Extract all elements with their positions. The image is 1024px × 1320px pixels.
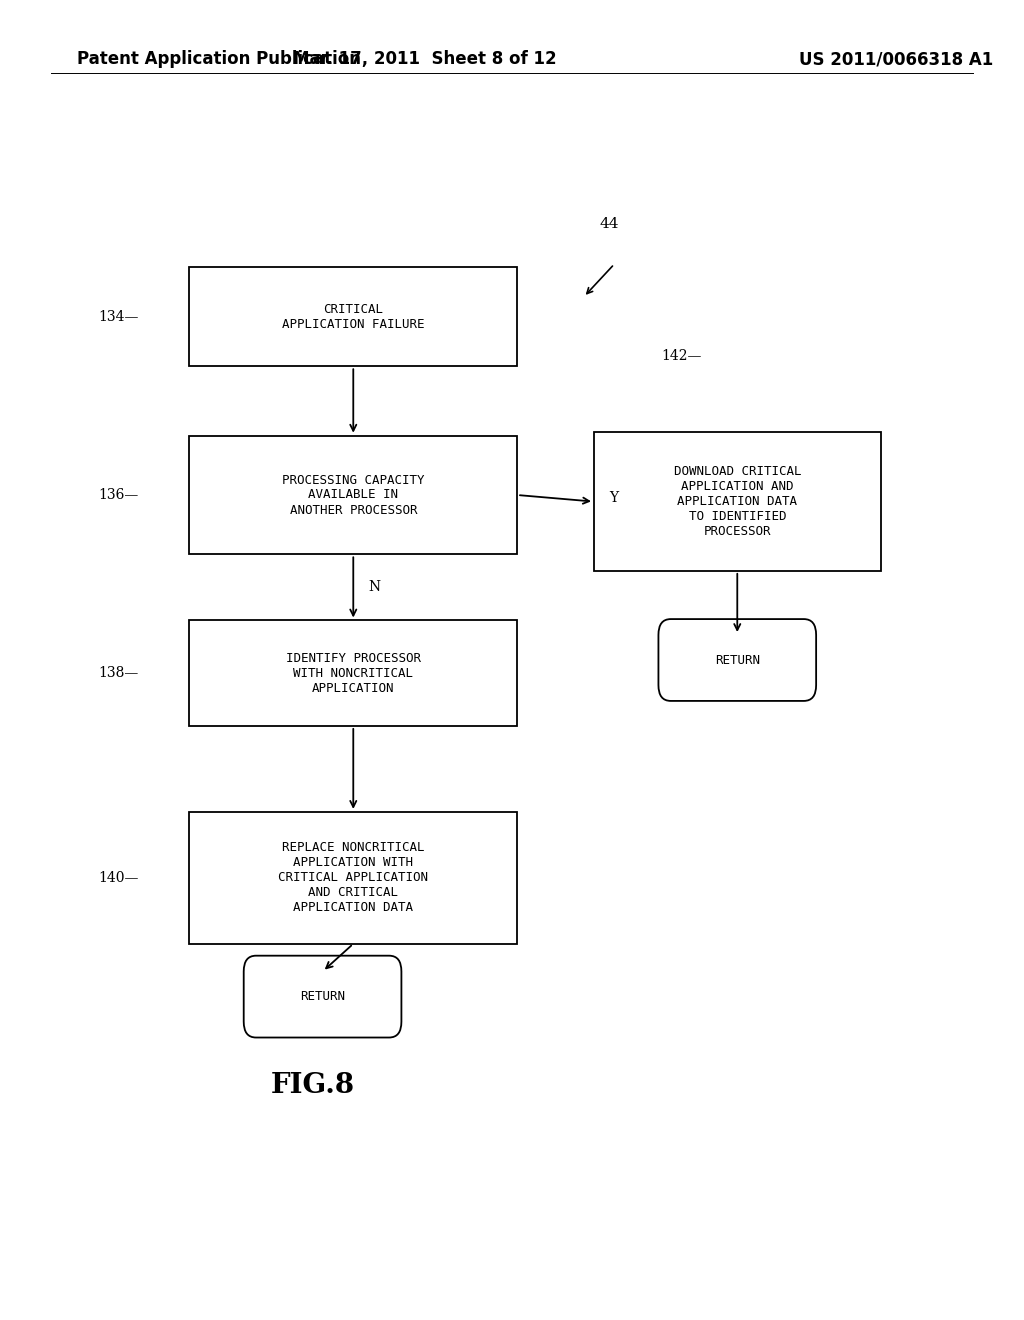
- Bar: [189, 267, 517, 366]
- Text: IDENTIFY PROCESSOR
WITH NONCRITICAL
APPLICATION: IDENTIFY PROCESSOR WITH NONCRITICAL APPL…: [286, 652, 421, 694]
- Text: CRITICAL
APPLICATION FAILURE: CRITICAL APPLICATION FAILURE: [282, 302, 425, 331]
- FancyBboxPatch shape: [658, 619, 816, 701]
- Text: 142—: 142—: [662, 350, 701, 363]
- Bar: [189, 620, 517, 726]
- Text: Patent Application Publication: Patent Application Publication: [77, 50, 360, 69]
- Text: 44: 44: [599, 216, 620, 231]
- Text: 136—: 136—: [98, 488, 138, 502]
- Bar: [189, 812, 517, 944]
- Text: RETURN: RETURN: [715, 653, 760, 667]
- Text: Y: Y: [609, 491, 618, 506]
- Text: 138—: 138—: [98, 667, 138, 680]
- Text: 140—: 140—: [98, 871, 138, 884]
- Text: RETURN: RETURN: [300, 990, 345, 1003]
- Text: DOWNLOAD CRITICAL
APPLICATION AND
APPLICATION DATA
TO IDENTIFIED
PROCESSOR: DOWNLOAD CRITICAL APPLICATION AND APPLIC…: [674, 465, 801, 539]
- Text: FIG.8: FIG.8: [270, 1072, 354, 1098]
- FancyBboxPatch shape: [244, 956, 401, 1038]
- Text: N: N: [369, 581, 381, 594]
- Bar: [189, 436, 517, 554]
- Text: PROCESSING CAPACITY
AVAILABLE IN
ANOTHER PROCESSOR: PROCESSING CAPACITY AVAILABLE IN ANOTHER…: [282, 474, 425, 516]
- Text: US 2011/0066318 A1: US 2011/0066318 A1: [799, 50, 993, 69]
- Bar: [594, 433, 881, 570]
- Text: REPLACE NONCRITICAL
APPLICATION WITH
CRITICAL APPLICATION
AND CRITICAL
APPLICATI: REPLACE NONCRITICAL APPLICATION WITH CRI…: [279, 841, 428, 915]
- Text: Mar. 17, 2011  Sheet 8 of 12: Mar. 17, 2011 Sheet 8 of 12: [293, 50, 557, 69]
- Text: 134—: 134—: [98, 310, 138, 323]
